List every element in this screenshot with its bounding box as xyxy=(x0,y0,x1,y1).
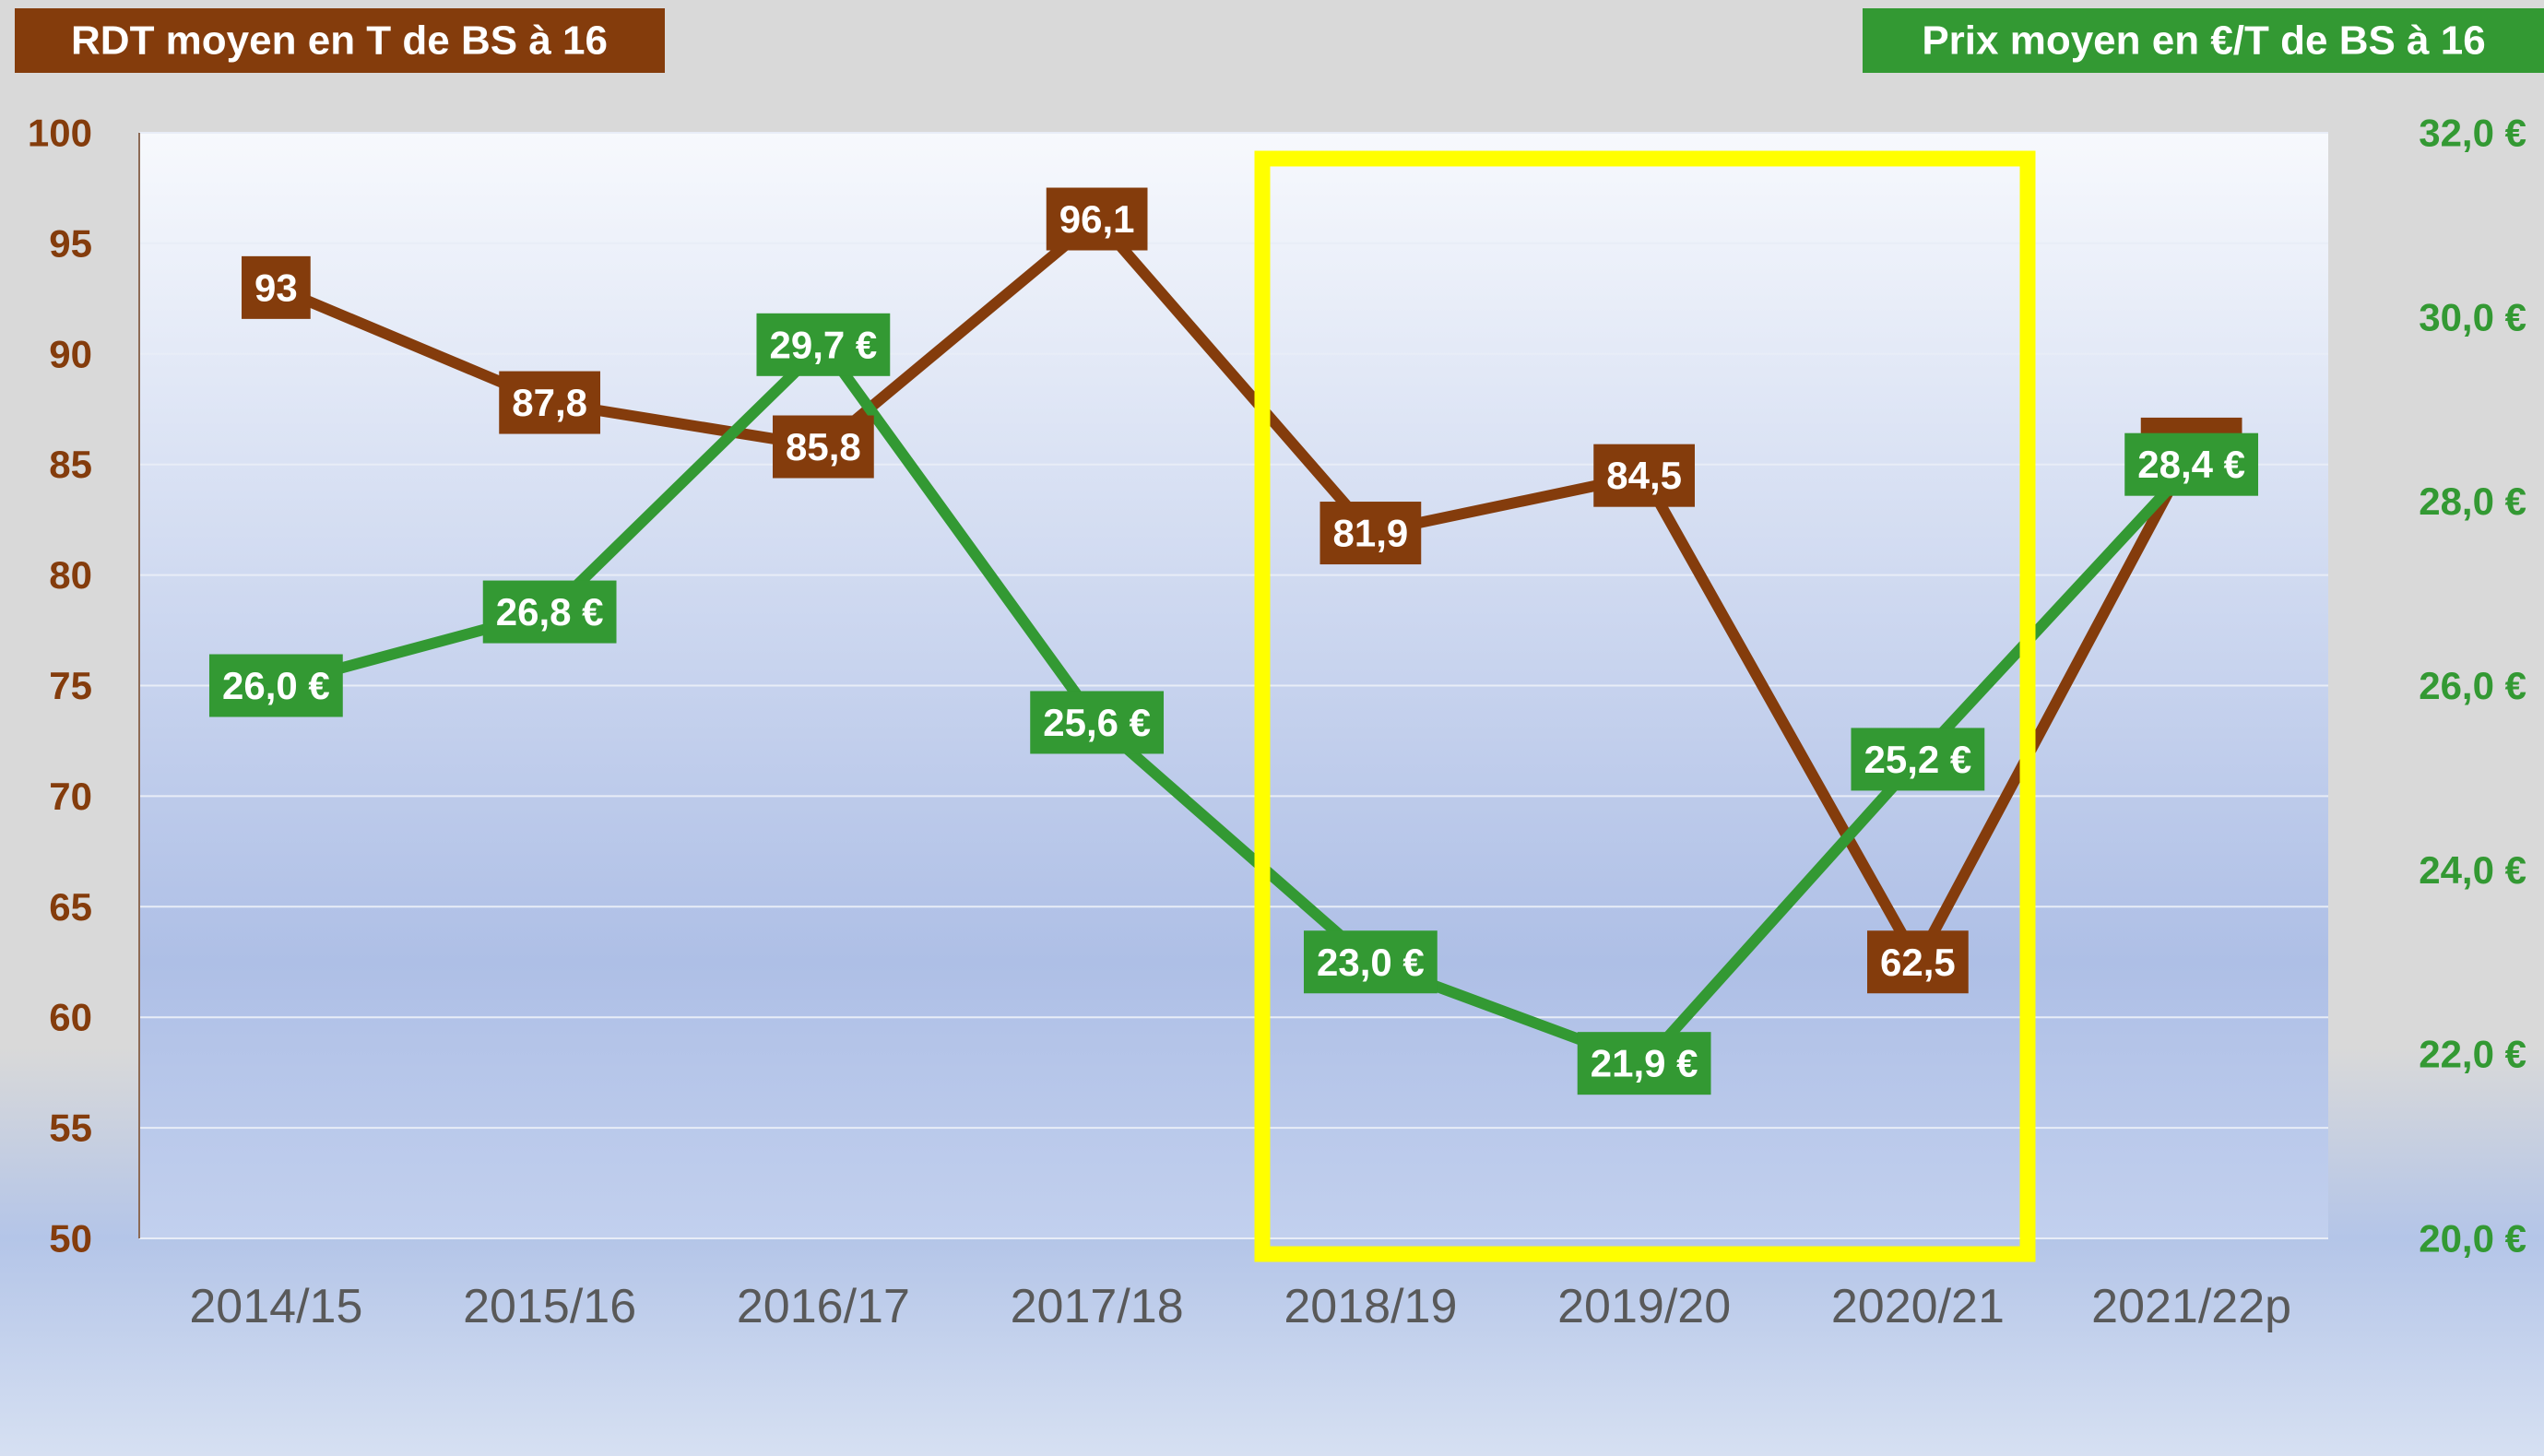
data-label-box xyxy=(1577,1032,1711,1095)
y-axis-title: RDT moyen en T de BS à 16 xyxy=(71,18,608,64)
data-label-box xyxy=(1030,691,1165,754)
data-label: 28,4 € xyxy=(2137,443,2245,486)
data-label-box xyxy=(242,255,311,319)
y-tick-label: 95 xyxy=(49,221,92,265)
x-tick-label: 2018/19 xyxy=(1284,1280,1457,1333)
data-label: 84,5 xyxy=(1606,454,1682,497)
data-label: 93 xyxy=(254,266,298,309)
highlight-box xyxy=(1254,150,2036,1262)
y2-title-box xyxy=(1863,8,2544,73)
data-label-box xyxy=(482,580,617,644)
data-label: 26,8 € xyxy=(496,590,604,633)
data-label-box xyxy=(773,415,874,479)
data-label: 62,5 xyxy=(1880,941,1956,984)
data-label: 21,9 € xyxy=(1591,1042,1698,1085)
data-label-box xyxy=(1046,187,1148,251)
data-label: 85,8 xyxy=(786,425,861,468)
data-label: 81,9 xyxy=(1333,512,1409,555)
data-label-box xyxy=(208,654,343,717)
x-tick-label: 2017/18 xyxy=(1011,1280,1184,1333)
data-label: 29,7 € xyxy=(769,323,877,366)
x-tick-label: 2016/17 xyxy=(737,1280,910,1333)
y-tick-label: 65 xyxy=(49,885,92,929)
y-tick-label: 85 xyxy=(49,443,92,486)
y2-tick-label: 28,0 € xyxy=(2419,479,2526,523)
grid xyxy=(139,132,2328,1239)
y-tick-label: 80 xyxy=(49,553,92,597)
data-label-box xyxy=(1593,444,1695,507)
x-tick-label: 2014/15 xyxy=(189,1280,362,1333)
y2-tick-label: 30,0 € xyxy=(2419,295,2526,338)
data-label-box xyxy=(2124,432,2259,496)
data-label-box xyxy=(499,371,600,434)
y2-tick-label: 32,0 € xyxy=(2419,112,2526,155)
x-tick-label: 2021/22p xyxy=(2091,1280,2291,1333)
x-tick-label: 2019/20 xyxy=(1557,1280,1731,1333)
data-label-box xyxy=(756,313,891,376)
data-label: 23,0 € xyxy=(1317,941,1425,984)
data-label: 26,0 € xyxy=(222,664,330,707)
y-tick-label: 70 xyxy=(49,775,92,818)
y-tick-label: 90 xyxy=(49,332,92,375)
x-tick-label: 2020/21 xyxy=(1831,1280,2005,1333)
data-label-box xyxy=(1851,728,1985,791)
y2-tick-label: 26,0 € xyxy=(2419,664,2526,707)
y-tick-label: 100 xyxy=(28,112,92,155)
data-label: 96,1 xyxy=(1059,197,1135,241)
data-label-box xyxy=(1303,930,1438,994)
y-title-box xyxy=(15,8,665,73)
y2-tick-label: 20,0 € xyxy=(2419,1217,2526,1261)
series-line xyxy=(274,336,2196,1071)
data-label-box xyxy=(1867,930,1969,994)
data-label: 87,8 xyxy=(512,381,587,424)
data-label: 25,2 € xyxy=(1864,738,1971,781)
data-label: 25,6 € xyxy=(1043,701,1151,744)
y-tick-label: 55 xyxy=(49,1107,92,1150)
x-tick-label: 2015/16 xyxy=(463,1280,636,1333)
y2-tick-label: 22,0 € xyxy=(2419,1033,2526,1076)
y2-tick-label: 24,0 € xyxy=(2419,848,2526,892)
data-label-box xyxy=(1319,502,1422,565)
y-tick-label: 50 xyxy=(49,1217,92,1261)
y2-axis-title: Prix moyen en €/T de BS à 16 xyxy=(1922,18,2485,64)
y-tick-label: 75 xyxy=(49,664,92,707)
y-tick-label: 60 xyxy=(49,996,92,1039)
